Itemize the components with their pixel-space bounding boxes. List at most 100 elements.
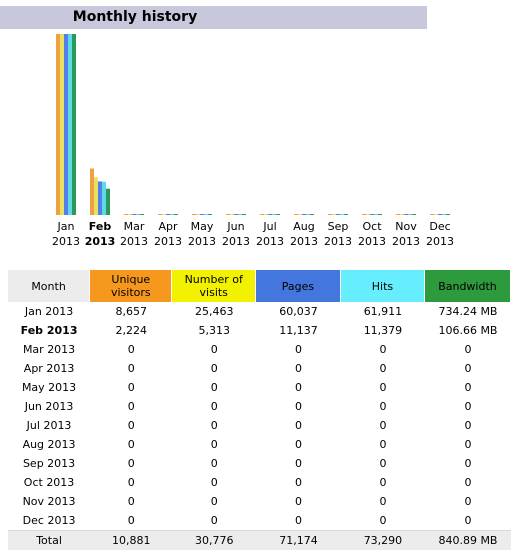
bar-jun-2013-hits	[238, 214, 242, 215]
bar-chart-svg	[56, 34, 450, 215]
header-unique-visitors: Unique visitors	[90, 270, 173, 302]
bar-oct-2013-bandwidth	[378, 214, 382, 215]
cell-pages: 0	[255, 511, 341, 530]
bar-apr-2013-hits	[170, 214, 174, 215]
section-header: Monthly history	[0, 6, 427, 29]
x-tick-label: Mar 2013	[114, 219, 154, 249]
table-row: Mar 2013 0 0 0 0 0	[8, 340, 511, 359]
bar-mar-2013-unique-visitors	[124, 214, 128, 215]
x-tick-label: Jan 2013	[46, 219, 86, 249]
bar-jan-2013-unique-visitors	[56, 34, 60, 215]
cell-pages: 60,037	[255, 302, 341, 321]
x-tick-year: 2013	[222, 235, 250, 248]
cell-pages: 0	[255, 340, 341, 359]
cell-hits: 0	[340, 473, 425, 492]
monthly-history-table: Month Unique visitors Number of visits P…	[8, 270, 511, 550]
cell-unique: 8,657	[90, 302, 173, 321]
bar-apr-2013-number-of-visits	[162, 214, 166, 215]
cell-hits: 0	[340, 435, 425, 454]
cell-hits: 0	[340, 454, 425, 473]
bar-jul-2013-number-of-visits	[264, 214, 268, 215]
cell-unique: 0	[90, 492, 173, 511]
cell-month: Apr 2013	[8, 359, 91, 378]
bar-feb-2013-hits	[102, 181, 106, 215]
bar-nov-2013-bandwidth	[412, 214, 416, 215]
header-pages: Pages	[255, 270, 341, 302]
table-row: Sep 2013 0 0 0 0 0	[8, 454, 511, 473]
bar-may-2013-bandwidth	[208, 214, 212, 215]
bar-jul-2013-pages	[268, 214, 272, 215]
x-tick-month: Apr	[158, 220, 178, 233]
cell-month: Mar 2013	[8, 340, 91, 359]
x-tick-month: Aug	[293, 220, 315, 233]
cell-unique: 0	[90, 397, 173, 416]
table-row: Oct 2013 0 0 0 0 0	[8, 473, 511, 492]
cell-visits: 0	[172, 397, 256, 416]
x-tick-month: Mar	[123, 220, 145, 233]
bar-dec-2013-bandwidth	[446, 214, 450, 215]
cell-bandwidth: 0	[424, 435, 511, 454]
x-tick-label: Oct 2013	[352, 219, 392, 249]
x-tick-year: 2013	[84, 235, 116, 248]
cell-visits: 0	[172, 378, 256, 397]
bar-aug-2013-number-of-visits	[298, 214, 302, 215]
bar-nov-2013-hits	[408, 214, 412, 215]
cell-month: Sep 2013	[8, 454, 91, 473]
bar-jul-2013-hits	[272, 214, 276, 215]
bar-may-2013-number-of-visits	[196, 214, 200, 215]
header-hits: Hits	[340, 270, 425, 302]
x-tick-label: Jun 2013	[216, 219, 256, 249]
bar-feb-2013-number-of-visits	[94, 177, 98, 215]
x-tick-year: 2013	[358, 235, 386, 248]
table-row: Apr 2013 0 0 0 0 0	[8, 359, 511, 378]
header-bandwidth: Bandwidth	[424, 270, 511, 302]
cell-hits: 0	[340, 378, 425, 397]
x-tick-month: Nov	[395, 220, 417, 233]
bar-dec-2013-number-of-visits	[434, 214, 438, 215]
total-month: Total	[8, 530, 91, 550]
bar-dec-2013-hits	[442, 214, 446, 215]
bar-oct-2013-number-of-visits	[366, 214, 370, 215]
bar-feb-2013-unique-visitors	[90, 168, 94, 215]
cell-hits: 0	[340, 492, 425, 511]
bar-nov-2013-pages	[404, 214, 408, 215]
table-row: Jul 2013 0 0 0 0 0	[8, 416, 511, 435]
cell-unique: 0	[90, 378, 173, 397]
cell-bandwidth: 0	[424, 359, 511, 378]
cell-visits: 0	[172, 473, 256, 492]
table-row: Jan 2013 8,657 25,463 60,037 61,911 734.24 MB	[8, 302, 511, 321]
x-tick-label: Feb 2013	[80, 219, 120, 249]
bar-sep-2013-number-of-visits	[332, 214, 336, 215]
cell-pages: 0	[255, 397, 341, 416]
cell-month: Feb 2013	[8, 321, 91, 340]
cell-bandwidth: 106.66 MB	[424, 321, 511, 340]
section-title: Monthly history	[72, 9, 198, 25]
cell-month: May 2013	[8, 378, 91, 397]
bar-feb-2013-pages	[98, 181, 102, 215]
bar-feb-2013-bandwidth	[106, 188, 110, 215]
cell-bandwidth: 0	[424, 492, 511, 511]
bar-dec-2013-pages	[438, 214, 442, 215]
bar-nov-2013-unique-visitors	[396, 214, 400, 215]
cell-visits: 5,313	[172, 321, 256, 340]
bar-jun-2013-pages	[234, 214, 238, 215]
cell-bandwidth: 0	[424, 416, 511, 435]
x-tick-label: Dec 2013	[420, 219, 460, 249]
cell-month: Jun 2013	[8, 397, 91, 416]
cell-visits: 0	[172, 435, 256, 454]
bar-dec-2013-unique-visitors	[430, 214, 434, 215]
monthly-history-chart: Jan 2013 Feb 2013 Mar 2013 Apr 2013 May 2013 Jun 20…	[0, 29, 518, 253]
bar-mar-2013-number-of-visits	[128, 214, 132, 215]
total-unique: 10,881	[90, 530, 173, 550]
cell-unique: 0	[90, 416, 173, 435]
table-row: Nov 2013 0 0 0 0 0	[8, 492, 511, 511]
table-row: Feb 2013 2,224 5,313 11,137 11,379 106.66 MB	[8, 321, 511, 340]
total-bandwidth: 840.89 MB	[424, 530, 511, 550]
bar-nov-2013-number-of-visits	[400, 214, 404, 215]
bar-may-2013-hits	[204, 214, 208, 215]
cell-visits: 25,463	[172, 302, 256, 321]
cell-hits: 0	[340, 511, 425, 530]
x-tick-label: Sep 2013	[318, 219, 358, 249]
cell-month: Oct 2013	[8, 473, 91, 492]
x-tick-year: 2013	[392, 235, 420, 248]
